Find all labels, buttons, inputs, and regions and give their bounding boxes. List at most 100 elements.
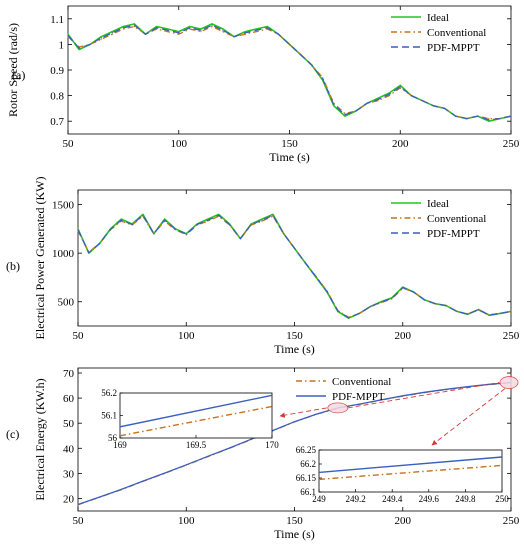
data-point	[255, 28, 257, 30]
data-point	[211, 25, 213, 28]
data-point	[333, 104, 335, 106]
x-tick-label: 250	[503, 515, 520, 527]
data-point	[153, 233, 155, 235]
inset-x-tick-label: 170	[265, 440, 279, 450]
y-tick-label: 1.1	[50, 14, 64, 26]
data-point	[366, 102, 368, 104]
data-point	[355, 110, 357, 112]
inset-x-tick-label: 169.5	[186, 440, 207, 450]
y-tick-label: 60	[63, 393, 75, 405]
data-point	[178, 31, 180, 33]
data-point	[189, 28, 191, 30]
connector-line	[347, 382, 500, 409]
panel-label: (c)	[6, 427, 19, 441]
y-tick-label: 500	[58, 297, 75, 309]
data-point	[144, 33, 147, 35]
data-point	[142, 215, 144, 217]
data-point	[185, 464, 187, 466]
data-point	[261, 219, 263, 221]
data-point	[239, 238, 241, 240]
data-point	[467, 386, 469, 388]
inset-y-tick-label: 56	[108, 433, 118, 443]
data-point	[196, 223, 198, 226]
data-point	[293, 247, 296, 249]
x-tick-label: 50	[63, 138, 75, 150]
data-point	[122, 27, 124, 29]
data-point	[122, 25, 124, 28]
data-point	[189, 25, 191, 28]
data-point	[410, 95, 412, 97]
data-point	[167, 28, 169, 30]
data-point	[244, 31, 246, 33]
inset-x-tick-label: 249.2	[345, 494, 365, 504]
data-point	[67, 34, 69, 37]
data-point	[133, 24, 135, 26]
zoom-marker-1	[327, 402, 349, 414]
data-point	[413, 291, 415, 293]
data-point	[218, 214, 220, 216]
data-point	[142, 214, 144, 216]
data-point	[499, 118, 501, 120]
data-point	[380, 301, 382, 303]
data-point	[344, 115, 346, 117]
data-point	[207, 455, 209, 457]
data-point	[445, 305, 447, 307]
data-point	[222, 31, 224, 33]
data-point	[99, 242, 101, 244]
panel-b: 50 100 150 200 250 500 1000 1500 Time (s) Electri…	[6, 177, 520, 356]
x-tick-label: 150	[286, 330, 303, 342]
data-point	[156, 25, 158, 28]
data-point	[77, 228, 79, 230]
x-tick-label: 200	[395, 515, 412, 527]
data-point	[133, 23, 135, 25]
data-point	[434, 303, 436, 305]
legend-entry: Ideal	[427, 198, 449, 210]
data-point	[167, 29, 169, 31]
data-point	[272, 429, 274, 432]
inset-series-line	[119, 394, 273, 428]
data-point	[142, 480, 144, 482]
y-tick-label: 0.8	[50, 91, 64, 103]
arrow-to-inset-2	[431, 388, 506, 446]
data-point	[142, 213, 144, 215]
x-axis-label: Time (s)	[269, 150, 310, 164]
data-point	[358, 403, 360, 405]
y-tick-label: 0.9	[50, 65, 64, 77]
data-point	[211, 24, 213, 26]
data-point	[167, 31, 169, 33]
data-point	[477, 309, 480, 311]
inset-frame	[318, 449, 503, 493]
data-point	[250, 223, 252, 226]
legend-entry: PDF-MPPT	[427, 228, 480, 240]
data-point	[326, 290, 328, 293]
data-point	[377, 100, 379, 102]
data-point	[369, 306, 371, 308]
inset-y-tick-label: 66.2	[300, 459, 316, 469]
data-point	[388, 95, 390, 97]
data-point	[466, 118, 468, 120]
x-tick-label: 250	[503, 330, 520, 342]
data-point	[423, 299, 425, 301]
data-point	[100, 36, 102, 38]
data-point	[164, 218, 166, 220]
inset-y-tick-label: 66.1	[300, 487, 316, 497]
data-point	[358, 312, 360, 314]
data-point	[488, 314, 490, 316]
data-point	[100, 38, 102, 40]
inset-2: 249 249.2 249.4 249.6 249.8 250 66.1 66.15 66.2 6…	[296, 445, 510, 504]
x-tick-label: 100	[178, 515, 195, 527]
y-tick-label: 1	[59, 39, 65, 51]
x-tick-label: 200	[392, 138, 409, 150]
data-point	[255, 29, 257, 31]
data-point	[233, 36, 235, 38]
data-point	[244, 33, 246, 35]
y-tick-label: 50	[63, 418, 75, 430]
y-tick-label: 30	[63, 468, 75, 480]
data-point	[250, 438, 252, 440]
data-point	[322, 78, 324, 80]
inset-series-line	[318, 464, 503, 481]
data-point	[272, 215, 274, 217]
legend-entry: PDF-MPPT	[427, 42, 480, 54]
data-point	[455, 115, 457, 117]
inset-series-line	[119, 405, 273, 437]
